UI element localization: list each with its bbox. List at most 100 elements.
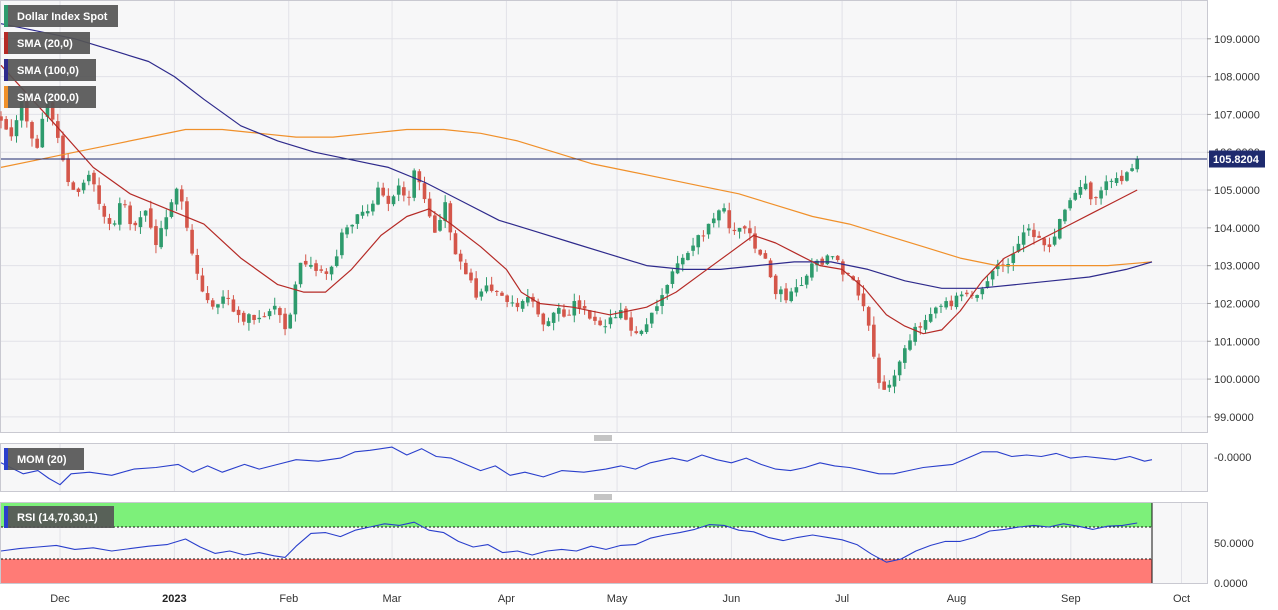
candle-body: [841, 261, 845, 275]
time-tick-label: 2023: [162, 593, 186, 605]
candle-body: [231, 299, 236, 312]
candle-body: [939, 305, 943, 307]
candle-body: [701, 235, 706, 237]
legend-rsi[interactable]: RSI (14,70,30,1): [4, 506, 114, 528]
candle-body: [355, 214, 360, 224]
candle-body: [45, 101, 50, 117]
candle-body: [639, 330, 644, 335]
candle-body: [613, 317, 618, 319]
candle-body: [1099, 190, 1103, 199]
candle-body: [773, 275, 778, 295]
candle-body: [546, 321, 551, 327]
candle-body: [464, 262, 468, 275]
sma200-line: [0, 128, 1153, 267]
rsi-tick-label: 0.0000: [1214, 578, 1248, 590]
candle-body: [593, 316, 597, 321]
candle-body: [608, 317, 613, 325]
candle-body: [1130, 168, 1134, 171]
price-tick-label: 104.0000: [1214, 223, 1260, 235]
sma100-line: [0, 23, 1153, 289]
candle-body: [396, 185, 401, 195]
candle-body: [1068, 200, 1072, 209]
candle-body: [376, 187, 380, 205]
price-panel[interactable]: [0, 0, 1208, 433]
candle-body: [846, 272, 850, 275]
mom-tick: -0.0000: [1214, 452, 1251, 464]
candle-body: [794, 287, 799, 293]
candle-body: [427, 198, 432, 217]
candle-body: [298, 262, 303, 285]
candle-body: [732, 229, 737, 232]
candle-body: [525, 296, 530, 303]
panel-resize-handle-2[interactable]: [594, 494, 612, 500]
time-axis: Dec 2023 Feb Mar Apr May Jun Jul Aug Sep Oct: [50, 593, 1190, 605]
candle-body: [458, 253, 463, 262]
candle-body: [148, 208, 153, 228]
candle-body: [56, 121, 60, 138]
legend-sma100[interactable]: SMA (100,0): [4, 59, 96, 81]
candle-body: [975, 295, 979, 298]
candle-body: [856, 280, 861, 296]
candle-body: [520, 301, 525, 309]
candle-body: [138, 217, 143, 228]
candle-body: [763, 253, 768, 259]
legend-title[interactable]: Dollar Index Spot: [4, 5, 118, 27]
candle-body: [252, 314, 256, 320]
candle-body: [112, 223, 117, 225]
candle-body: [319, 269, 324, 271]
candle-body: [964, 292, 969, 295]
candle-body: [86, 174, 91, 182]
candle-body: [164, 217, 169, 230]
candle-body: [877, 357, 881, 383]
rsi-oversold-zone: [1, 559, 1152, 583]
candle-body: [386, 195, 391, 204]
time-tick-label: Feb: [279, 593, 298, 605]
price-tick-label: 101.0000: [1214, 336, 1260, 348]
candle-body: [753, 233, 757, 249]
candle-body: [391, 196, 396, 205]
candle-body: [1119, 175, 1124, 182]
candle-body: [861, 293, 866, 307]
candle-body: [629, 317, 633, 331]
candle-body: [779, 289, 783, 295]
candle-body: [670, 271, 675, 284]
candle-body: [737, 227, 742, 232]
candle-body: [928, 313, 933, 322]
candle-body: [923, 320, 928, 330]
candle-body: [768, 260, 773, 278]
mom-line: [0, 446, 1153, 486]
candle-body: [81, 182, 86, 191]
candle-body: [1047, 244, 1052, 247]
candle-body: [407, 196, 411, 198]
candle-body: [567, 314, 571, 316]
mom-panel[interactable]: [0, 443, 1208, 492]
candle-body: [722, 208, 726, 212]
candle-body: [216, 304, 220, 308]
candle-body: [257, 317, 262, 320]
candle-body: [195, 255, 200, 274]
mom-label: MOM (20): [17, 454, 67, 466]
candle-body: [634, 331, 639, 334]
candle-body: [35, 138, 39, 148]
legend-mom[interactable]: MOM (20): [4, 448, 84, 470]
candle-body: [1016, 243, 1021, 252]
candle-body: [433, 215, 437, 233]
chart-title: Dollar Index Spot: [17, 11, 108, 23]
candle-body: [448, 203, 453, 233]
candle-body: [1109, 180, 1114, 182]
candle-body: [789, 291, 794, 302]
candle-body: [572, 301, 577, 316]
candle-body: [618, 310, 623, 319]
candle-body: [711, 218, 716, 224]
candle-body: [324, 271, 329, 274]
candle-body: [835, 255, 840, 261]
candle-body: [882, 381, 886, 390]
candle-body: [696, 235, 701, 248]
candle-body: [71, 182, 76, 190]
candle-body: [97, 185, 101, 204]
price-tick-label: 108.0000: [1214, 72, 1260, 84]
legend-sma20[interactable]: SMA (20,0): [4, 32, 90, 54]
legend-sma200[interactable]: SMA (200,0): [4, 86, 96, 108]
candle-body: [582, 306, 587, 309]
panel-resize-handle-1[interactable]: [594, 435, 612, 441]
